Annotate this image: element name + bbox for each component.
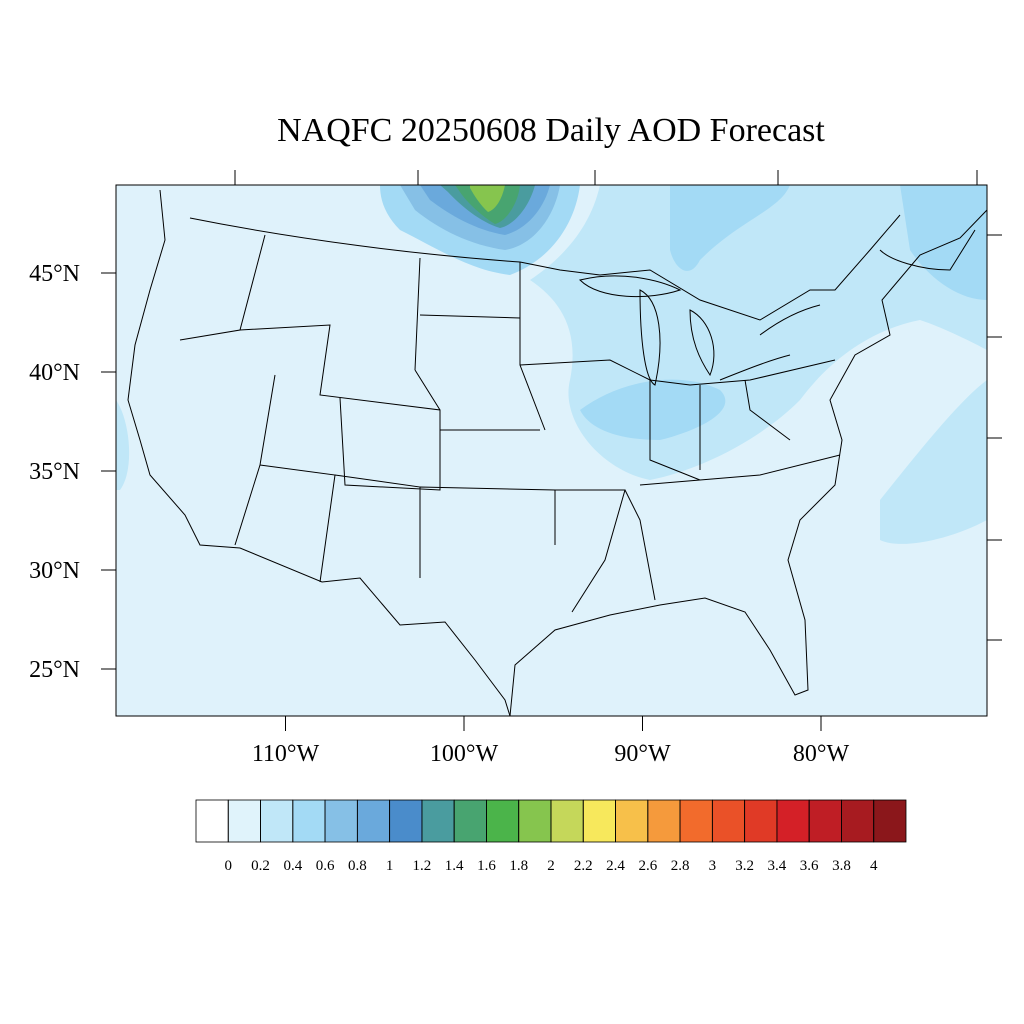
colorbar-box: [292, 799, 326, 843]
lat-tick-label: 30°N: [29, 558, 80, 584]
lon-tick-label: 80°W: [793, 741, 850, 767]
colorbar-box: [776, 799, 810, 843]
colorbar-box: [260, 799, 294, 843]
colorbar-box: [873, 799, 907, 843]
colorbar-label: 2.2: [574, 858, 593, 874]
colorbar: 0 0.2 0.4 0.6 0.8 1 1.2 1.4 1.6 1.8 2 2.2 2.4 2.6 2.8 3…: [195, 799, 907, 874]
map-frame: [115, 184, 988, 717]
lon-tick-label: 100°W: [430, 741, 499, 767]
colorbar-label: 4: [870, 858, 878, 874]
colorbar-label: 3.6: [800, 858, 819, 874]
lat-tick-label: 35°N: [29, 459, 80, 485]
colorbar-box: [550, 799, 584, 843]
colorbar-label: 1.6: [477, 858, 496, 874]
aod-field: [116, 185, 987, 544]
lat-tick-label: 25°N: [29, 657, 80, 683]
colorbar-label: 0.8: [348, 858, 367, 874]
colorbar-box: [324, 799, 358, 843]
title: NAQFC 20250608 Daily AOD Forecast: [277, 112, 825, 149]
colorbar-label: 2.6: [638, 858, 657, 874]
colorbar-label: 1.8: [509, 858, 528, 874]
colorbar-label: 3: [709, 858, 717, 874]
lon-tick-label: 90°W: [614, 741, 671, 767]
colorbar-box: [453, 799, 487, 843]
colorbar-box: [486, 799, 520, 843]
colorbar-label: 2: [547, 858, 555, 874]
colorbar-label: 0.4: [283, 858, 302, 874]
colorbar-box: [518, 799, 552, 843]
colorbar-box: [679, 799, 713, 843]
colorbar-box: [744, 799, 778, 843]
colorbar-label: 0.2: [251, 858, 270, 874]
colorbar-box: [421, 799, 455, 843]
lat-tick-label: 40°N: [29, 360, 80, 386]
colorbar-box: [389, 799, 423, 843]
colorbar-box: [711, 799, 746, 843]
colorbar-label: 1.2: [413, 858, 432, 874]
map: 45°N 40°N 35°N 30°N 25°N 110°W 100°W 90°W 80°W: [29, 170, 1002, 767]
colorbar-box: [195, 799, 229, 843]
lon-tick-label: 110°W: [252, 741, 320, 767]
colorbar-label: 2.4: [606, 858, 625, 874]
colorbar-box: [356, 799, 391, 843]
colorbar-box: [647, 799, 681, 843]
colorbar-label: 3.8: [832, 858, 851, 874]
colorbar-box: [227, 799, 261, 843]
frame-ticks: [234, 170, 1002, 641]
colorbar-label: 2.8: [671, 858, 690, 874]
colorbar-box: [808, 799, 842, 843]
colorbar-label: 1.4: [445, 858, 464, 874]
colorbar-label: 0.6: [316, 858, 335, 874]
colorbar-label: 1: [386, 858, 394, 874]
lat-tick-label: 45°N: [29, 261, 80, 287]
colorbar-label: 0: [225, 858, 233, 874]
colorbar-box: [582, 799, 616, 843]
colorbar-box: [615, 799, 649, 843]
colorbar-label: 3.2: [735, 858, 754, 874]
colorbar-box: [841, 799, 875, 843]
colorbar-label: 3.4: [768, 858, 787, 874]
axis-ticks: 45°N 40°N 35°N 30°N 25°N 110°W 100°W 90°W 80°W: [29, 261, 849, 767]
boundaries: [127, 189, 988, 717]
